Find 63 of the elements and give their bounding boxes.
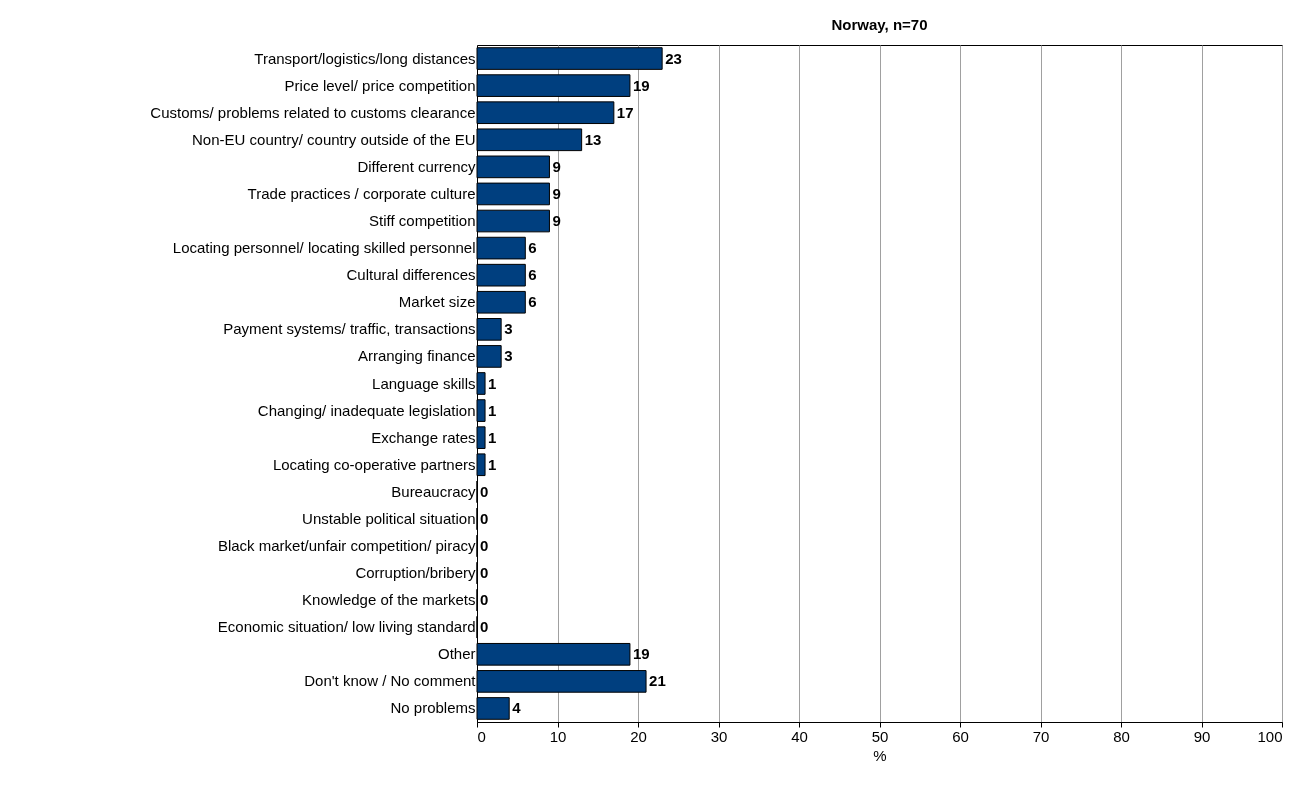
y-tick-label: Bureaucracy (391, 482, 476, 500)
data-label: 9 (552, 184, 561, 202)
data-label: 6 (528, 293, 537, 311)
y-tick-label: Different currency (357, 157, 476, 175)
y-tick-label: Price level/ price competition (284, 76, 476, 94)
data-label: 9 (552, 157, 561, 175)
y-tick-label: Unstable political situation (302, 509, 476, 527)
x-axis-title: % (873, 746, 887, 764)
y-tick-label: Transport/logistics/long distances (254, 49, 476, 67)
x-tick-label: 80 (1113, 727, 1130, 745)
y-tick-label: Exchange rates (371, 428, 476, 446)
y-tick-label: Arranging finance (357, 347, 476, 365)
x-tick-label: 10 (549, 727, 567, 745)
data-label: 6 (528, 266, 537, 284)
data-label: 17 (616, 103, 634, 121)
y-tick-label: Other (437, 645, 476, 663)
y-tick-label: Don't know / No comment (304, 672, 477, 690)
data-label: 1 (488, 428, 497, 446)
data-label: 0 (480, 618, 489, 636)
y-tick-label: Trade practices / corporate culture (247, 184, 476, 202)
data-label: 0 (480, 509, 489, 527)
data-label: 6 (528, 239, 537, 257)
data-label: 0 (480, 591, 489, 609)
y-tick-label: Economic situation/ low living standard (217, 618, 476, 636)
data-label: 9 (552, 212, 561, 230)
data-label: 0 (480, 482, 489, 500)
y-tick-label: Non-EU country/ country outside of the EU (192, 130, 476, 148)
y-tick-label: Locating personnel/ locating skilled personnel (172, 239, 476, 257)
y-tick-label: Payment systems/ traffic, transactions (223, 320, 476, 338)
x-tick-label: 40 (791, 727, 808, 745)
data-label: 1 (488, 374, 497, 392)
y-tick-label: Knowledge of the markets (302, 591, 476, 609)
x-tick-label: 30 (710, 727, 728, 745)
y-tick-label: Language skills (372, 374, 476, 392)
data-label: 3 (504, 320, 513, 338)
y-tick-label: Cultural differences (346, 266, 476, 284)
y-tick-label: Changing/ inadequate legislation (257, 401, 476, 419)
data-label: 13 (584, 130, 602, 148)
data-label: 0 (480, 564, 489, 582)
x-tick-label: 0 (477, 727, 486, 745)
y-tick-label: Customs/ problems related to customs clearance (150, 103, 476, 121)
data-label: 19 (632, 645, 650, 663)
y-tick-label: Locating co-operative partners (272, 455, 476, 473)
y-tick-label: Stiff competition (369, 212, 476, 230)
data-label: 21 (649, 672, 666, 690)
data-label: 0 (480, 536, 489, 554)
x-tick-label: 90 (1193, 727, 1211, 745)
data-label: 4 (512, 699, 522, 717)
y-tick-label: Market size (398, 293, 476, 311)
data-label: 23 (665, 49, 682, 67)
x-tick-label: 60 (952, 727, 969, 745)
data-label: 3 (504, 347, 513, 365)
y-tick-label: Corruption/bribery (355, 564, 476, 582)
y-tick-label: Black market/unfair competition/ piracy (217, 536, 476, 554)
chart-title: Norway, n=70 (831, 16, 928, 33)
x-tick-label: 20 (630, 727, 647, 745)
data-label: 1 (488, 455, 497, 473)
data-label: 1 (488, 401, 497, 419)
x-tick-label: 100 (1257, 727, 1283, 745)
x-tick-label: 50 (871, 727, 889, 745)
x-tick-label: 70 (1032, 727, 1050, 745)
y-tick-label: No problems (390, 699, 476, 717)
data-label: 19 (632, 76, 650, 94)
